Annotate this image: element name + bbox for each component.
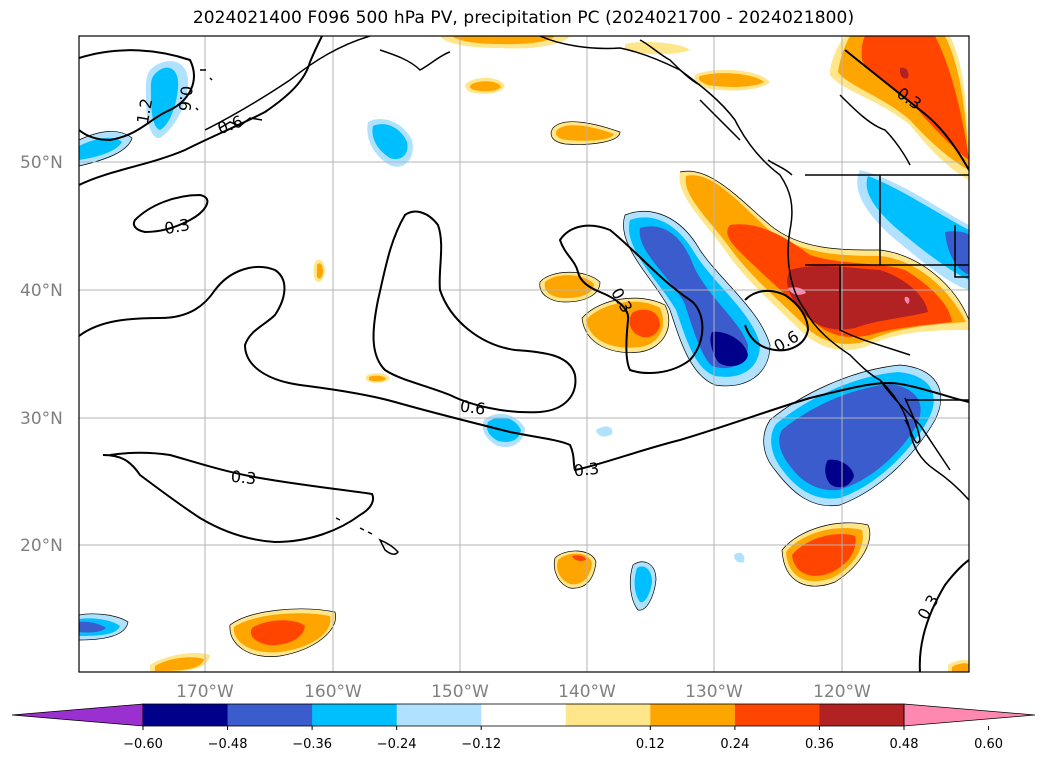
colorbar-segment [312, 704, 398, 726]
longitude-labels: 170°W 160°W 150°W 140°W 130°W 120°W [176, 682, 871, 702]
colorbar-tick-label: 0.12 [636, 737, 665, 752]
shading-outlines [79, 121, 969, 657]
colorbar: −0.60 −0.48 −0.36 −0.24 −0.12 0.12 0.24 0.36 0.4… [11, 703, 1036, 752]
colorbar-tick-label: 0.36 [805, 737, 834, 752]
colorbar-segments [11, 703, 1036, 727]
pv-contour-label: 0.6 [175, 85, 196, 112]
colorbar-extend-high [903, 703, 1036, 727]
pv-contour-label: 0.3 [573, 459, 600, 481]
coastlines-and-borders [195, 36, 969, 555]
colorbar-segment [819, 704, 905, 726]
colorbar-frame [142, 703, 905, 727]
lat-label-20n: 20°N [20, 536, 63, 556]
lon-label-130w: 130°W [685, 682, 743, 702]
colorbar-segment [734, 704, 820, 726]
map-title: 2024021400 F096 500 hPa PV, precipitatio… [192, 8, 855, 28]
lon-label-170w: 170°W [176, 682, 234, 702]
lon-label-120w: 120°W [813, 682, 871, 702]
lon-label-140w: 140°W [558, 682, 616, 702]
colorbar-tick-label: 0.60 [974, 737, 1003, 752]
map-frame [78, 35, 970, 673]
precipitation-shading [79, 36, 969, 672]
colorbar-segment [227, 704, 313, 726]
pv-contour-label: 0.3 [163, 215, 191, 238]
colorbar-tick-label: −0.36 [292, 737, 332, 752]
colorbar-segment [650, 704, 736, 726]
graticule [79, 36, 969, 672]
colorbar-tick-label: −0.60 [123, 737, 163, 752]
lon-label-160w: 160°W [304, 682, 362, 702]
pv-contour-label: 0.6 [459, 396, 487, 418]
pv-contour-label: 0.3 [230, 467, 257, 489]
pv-contours [79, 36, 969, 672]
colorbar-ticks: −0.60 −0.48 −0.36 −0.24 −0.12 0.12 0.24 0.36 0.4… [123, 726, 1003, 752]
lat-label-40n: 40°N [20, 281, 63, 301]
latitude-labels: 50°N 40°N 30°N 20°N [20, 153, 63, 556]
lat-label-50n: 50°N [20, 153, 63, 173]
colorbar-tick-label: 0.24 [720, 737, 749, 752]
colorbar-extend-low [11, 703, 144, 727]
colorbar-tick-label: 0.48 [890, 737, 919, 752]
lon-label-150w: 150°W [431, 682, 489, 702]
colorbar-tick-label: −0.24 [377, 737, 417, 752]
colorbar-segment [396, 704, 482, 726]
colorbar-segment [143, 704, 229, 726]
colorbar-tick-label: −0.48 [208, 737, 248, 752]
colorbar-tick-label: −0.12 [461, 737, 501, 752]
colorbar-segment [565, 704, 651, 726]
colorbar-segment [481, 704, 567, 726]
pv-contour-label: 1.2 [133, 97, 156, 125]
lat-label-30n: 30°N [20, 409, 63, 429]
